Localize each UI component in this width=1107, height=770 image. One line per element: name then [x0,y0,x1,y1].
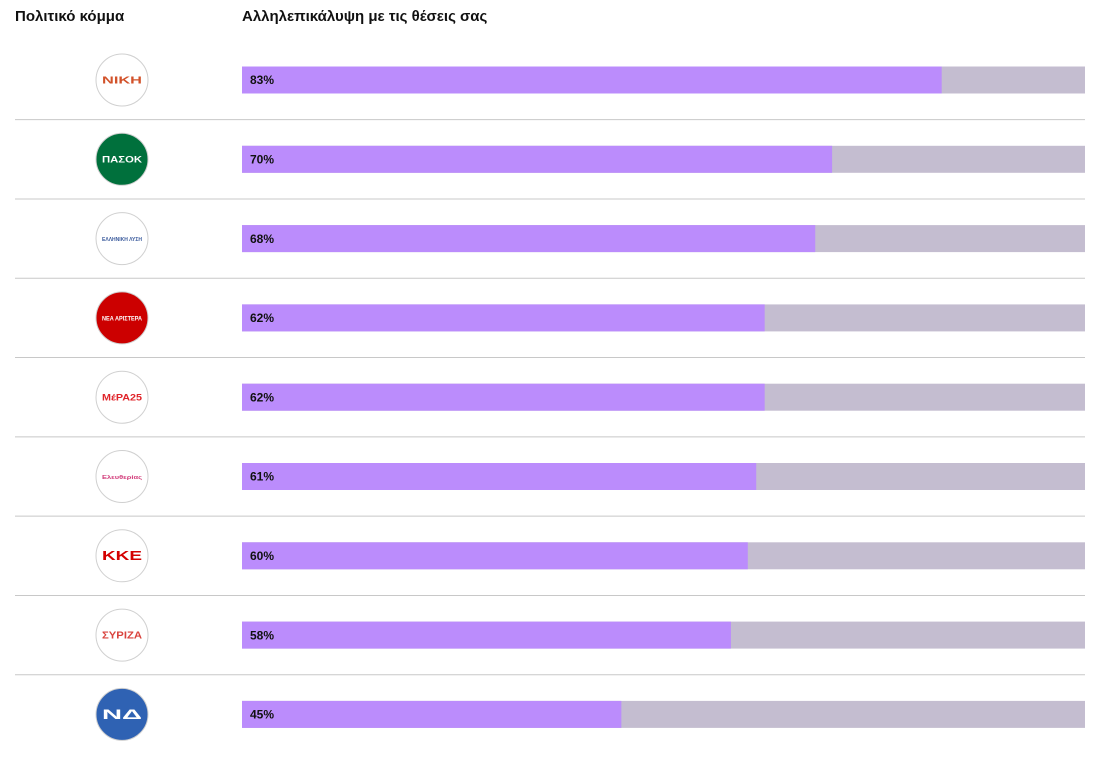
value-label: 83% [250,73,274,87]
party-logo [95,132,149,186]
bar [242,66,942,94]
value-label: 62% [250,390,274,404]
party-logo [95,608,149,662]
bar [242,383,765,411]
party-logo-text: ΣΥΡΙΖΑ [102,631,142,642]
value-label: 70% [250,152,274,166]
party-logo [95,529,149,583]
column-header: Πολιτικό κόμμα [15,8,125,25]
party-logo-text: ΜέΡΑ25 [102,393,142,403]
party-logo-text: ΝΙΚΗ [102,76,142,87]
value-label: 45% [250,708,274,722]
party-logo [95,212,149,266]
bar [242,542,748,570]
party-logo [95,291,149,345]
party-logo-text: Ελευθερίας [102,475,143,481]
party-logo-text: ΚΚΕ [102,548,142,563]
party-logo [95,450,149,503]
bar [242,463,757,490]
party-logo-text: ΝΕΑ ΑΡΙΣΤΕΡΑ [102,316,143,322]
party-logo [95,687,149,741]
value-label: 62% [250,311,274,325]
party-logo-text: ΠΑΣΟΚ [102,155,143,165]
value-label: 60% [250,549,274,563]
value-label: 68% [250,232,274,246]
party-logo [95,370,149,424]
party-logo [95,53,149,107]
party-logo-text: ΕΛΛΗΝΙΚΗ ΛΥΣΗ [102,237,142,243]
bar [242,621,731,649]
value-label: 58% [250,628,274,642]
bar [242,700,622,728]
party-logo-text: ΝΔ [102,706,142,722]
bar [242,145,833,173]
bar [242,304,765,332]
value-label: 61% [250,470,274,484]
column-header: Αλληλεπικάλυψη με τις θέσεις σας [242,8,488,25]
bar [242,225,816,253]
